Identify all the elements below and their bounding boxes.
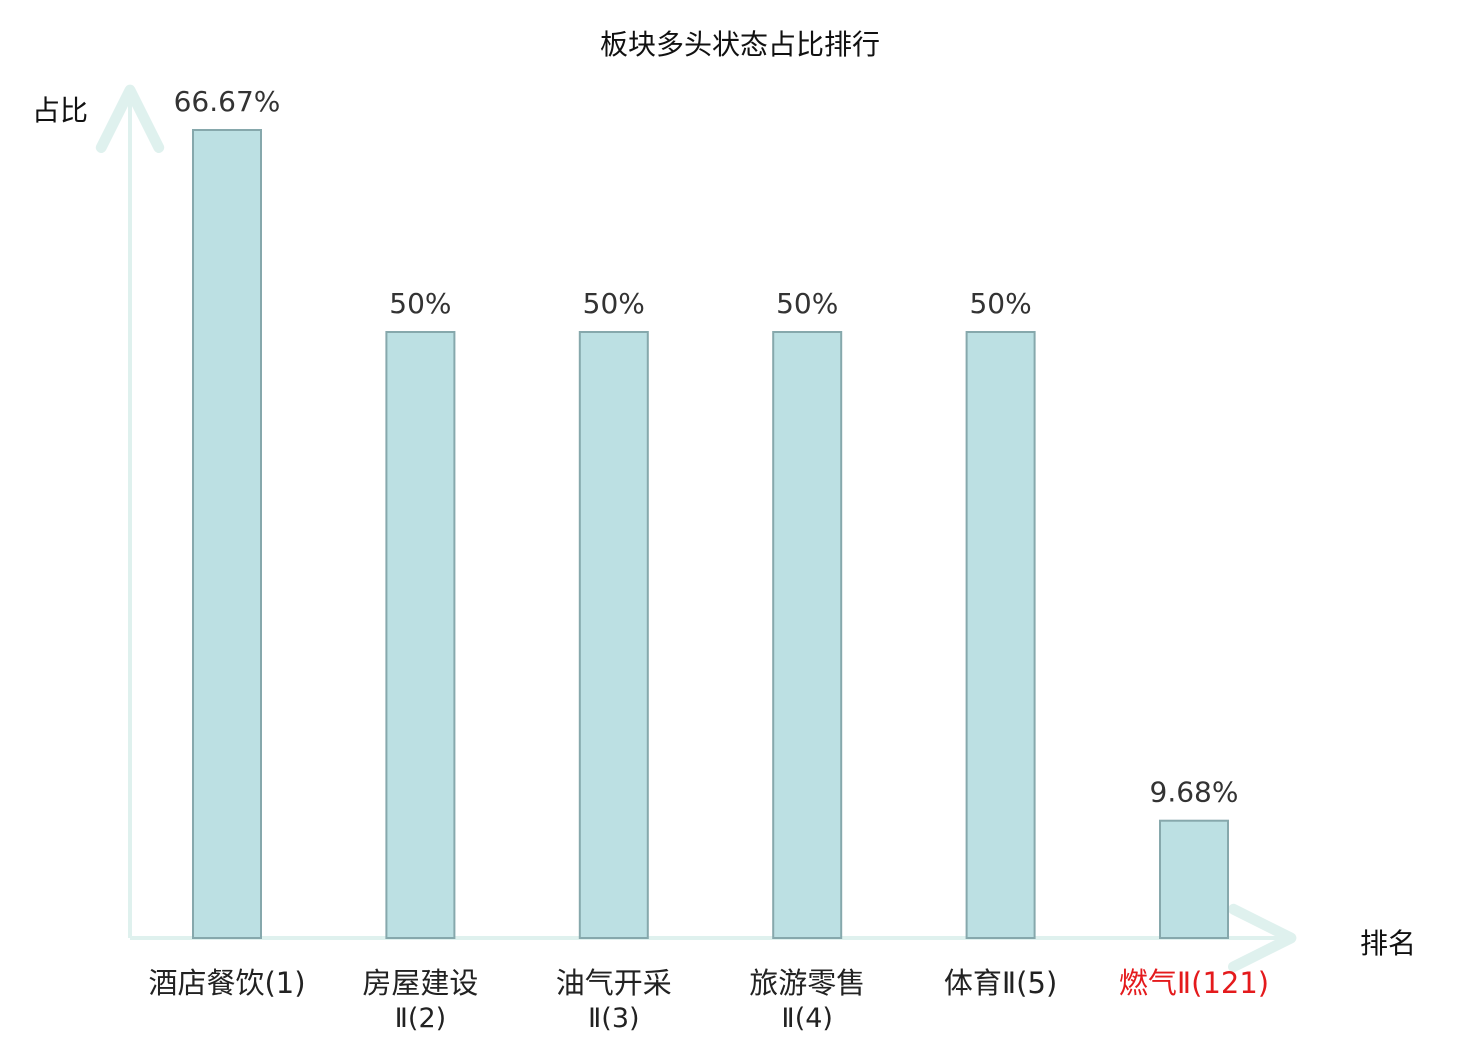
data-label-6: 9.68% bbox=[1150, 776, 1239, 809]
data-label-3: 50% bbox=[583, 287, 645, 320]
chart-title: 板块多头状态占比排行 bbox=[600, 28, 880, 61]
x-tick-label-4-line-2: Ⅱ(4) bbox=[781, 1003, 833, 1034]
bar-1 bbox=[192, 129, 262, 939]
y-axis-label: 占比 bbox=[32, 94, 88, 127]
x-tick-label-3-line-2: Ⅱ(3) bbox=[588, 1003, 640, 1034]
data-label-5: 50% bbox=[969, 287, 1031, 320]
x-tick-label-1: 酒店餐饮(1) bbox=[148, 966, 305, 1000]
data-label-4: 50% bbox=[776, 287, 838, 320]
data-label-2: 50% bbox=[389, 287, 451, 320]
x-axis-label: 排名 bbox=[1360, 927, 1416, 960]
data-label-1: 66.67% bbox=[174, 85, 281, 118]
x-tick-label-2-line-2: Ⅱ(2) bbox=[395, 1003, 447, 1034]
x-tick-label-4-line-1: 旅游零售 bbox=[749, 966, 865, 1000]
x-tick-label-3-line-1: 油气开采 bbox=[556, 966, 672, 1000]
bar-5 bbox=[965, 331, 1036, 939]
x-tick-label-6: 燃气Ⅱ(121) bbox=[1119, 966, 1269, 1000]
x-tick-label-5: 体育Ⅱ(5) bbox=[944, 966, 1057, 1000]
bar-2 bbox=[385, 331, 456, 939]
bar-6 bbox=[1159, 819, 1229, 940]
x-tick-label-2-line-1: 房屋建设 bbox=[362, 966, 478, 1000]
bar-4 bbox=[772, 331, 843, 939]
bar-3 bbox=[578, 331, 649, 939]
